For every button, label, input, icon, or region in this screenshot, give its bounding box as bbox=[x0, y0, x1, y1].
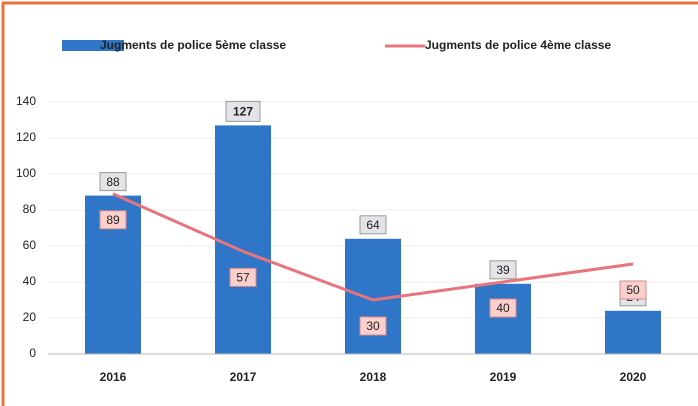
y-tick-label: 60 bbox=[23, 238, 37, 252]
data-label-box bbox=[99, 210, 127, 230]
legend-label: Jugments de police 4ème classe bbox=[425, 38, 611, 52]
x-tick-label: 2020 bbox=[620, 370, 647, 384]
x-tick-label: 2019 bbox=[490, 370, 517, 384]
data-label: 39 bbox=[496, 263, 510, 277]
y-tick-label: 120 bbox=[16, 130, 36, 144]
x-tick-label: 2016 bbox=[100, 370, 127, 384]
data-label: 40 bbox=[496, 301, 510, 315]
data-label-box bbox=[99, 172, 127, 192]
data-label: 88 bbox=[106, 175, 120, 189]
y-tick-label: 20 bbox=[23, 310, 37, 324]
y-tick-label: 140 bbox=[16, 94, 36, 108]
y-tick-label: 40 bbox=[23, 274, 37, 288]
data-label-box bbox=[489, 298, 517, 318]
legend-label: Jugments de police 5ème classe bbox=[100, 38, 286, 52]
y-tick-label: 0 bbox=[29, 346, 36, 360]
data-label-box bbox=[619, 280, 647, 300]
data-label: 127 bbox=[233, 105, 253, 119]
line bbox=[112, 192, 634, 302]
data-label-box bbox=[359, 316, 387, 336]
data-label: 64 bbox=[366, 218, 380, 232]
data-label: 57 bbox=[236, 271, 250, 285]
data-label-box bbox=[225, 100, 261, 122]
bar bbox=[605, 310, 661, 354]
data-label-box bbox=[229, 267, 257, 287]
x-tick-label: 2018 bbox=[360, 370, 387, 384]
y-tick-label: 80 bbox=[23, 202, 37, 216]
bar bbox=[475, 283, 531, 354]
data-label-box bbox=[489, 260, 517, 280]
data-label: 89 bbox=[106, 213, 120, 227]
legend-swatch bbox=[62, 40, 124, 51]
bar bbox=[215, 125, 271, 355]
x-tick-label: 2017 bbox=[230, 370, 257, 384]
data-label: 50 bbox=[626, 283, 640, 297]
data-label: 30 bbox=[366, 319, 380, 333]
data-label-box bbox=[359, 215, 387, 235]
y-tick-label: 100 bbox=[16, 166, 36, 180]
